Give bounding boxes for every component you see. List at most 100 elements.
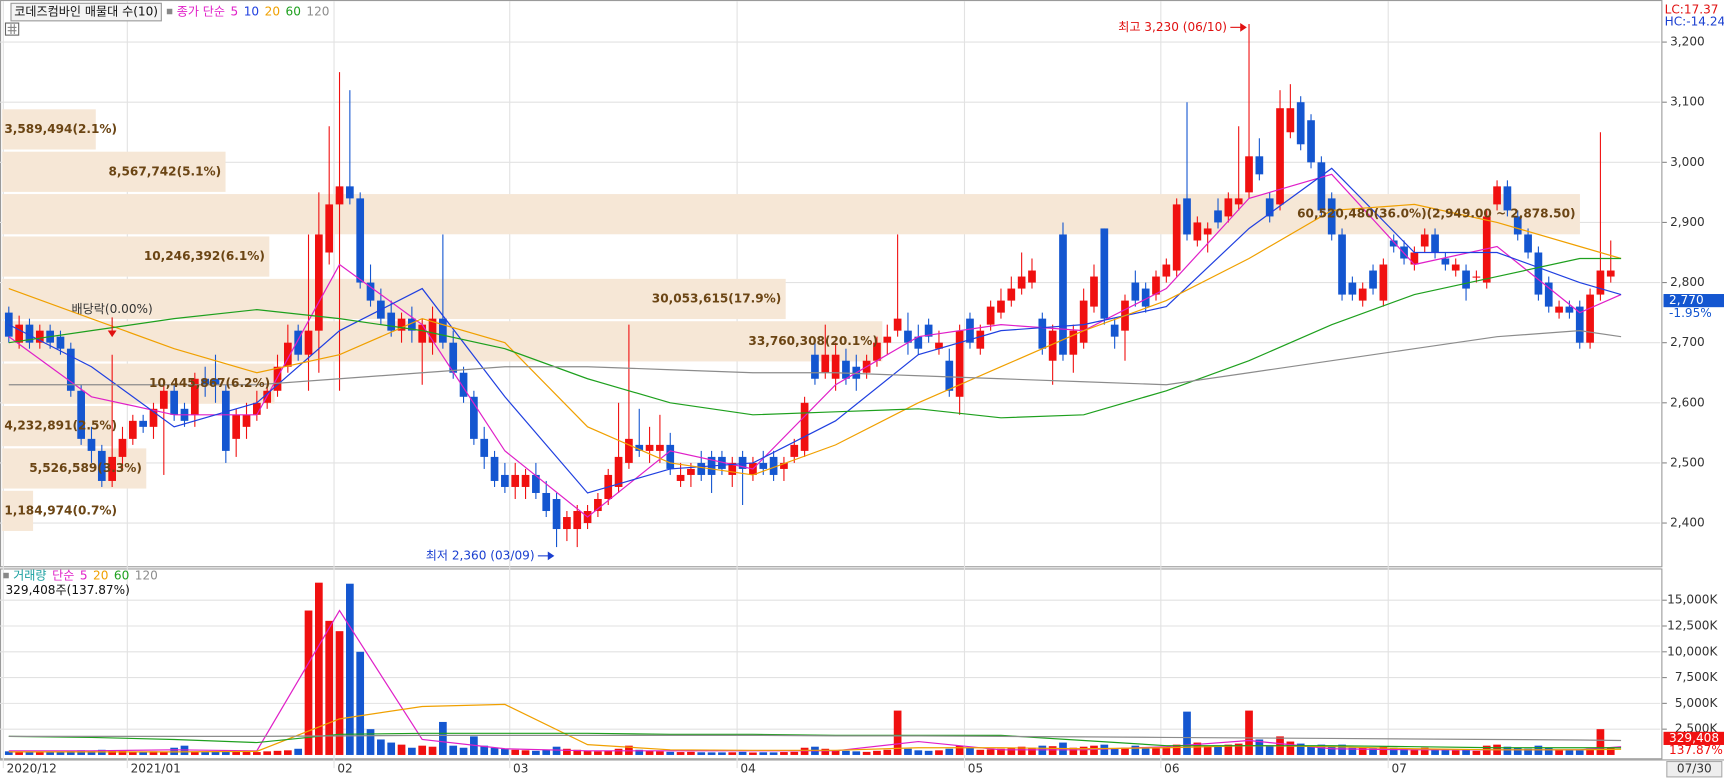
candle-body xyxy=(1265,198,1274,217)
volume-bar xyxy=(1555,749,1563,755)
candle-body xyxy=(1544,282,1553,307)
volume-bar xyxy=(273,750,282,755)
candle-body xyxy=(1586,294,1594,343)
last-volume: 329,408 xyxy=(1669,731,1719,745)
chart-title: 코데즈컴바인 매물대 수(10) xyxy=(14,5,158,19)
candle-body xyxy=(283,342,292,367)
legend-item: 10 xyxy=(244,5,259,19)
candle-body xyxy=(1203,228,1212,235)
legend-item: 60 xyxy=(286,5,301,19)
candle-body xyxy=(1410,252,1419,265)
volume-bar xyxy=(552,746,561,755)
x-tick-label: 06 xyxy=(1164,762,1179,776)
y-tick-label: 2,700 xyxy=(1670,335,1705,349)
hc-label: HC:-14.24 xyxy=(1665,14,1724,28)
candle-body xyxy=(315,234,323,331)
volume-bar xyxy=(697,752,706,755)
volume-bar xyxy=(418,745,427,755)
volume-bar xyxy=(356,651,365,755)
volume-bar xyxy=(1224,744,1233,755)
volume-profile-bar xyxy=(2,490,34,531)
candle-body xyxy=(325,204,334,253)
volume-bar xyxy=(935,750,943,755)
candle-body xyxy=(687,468,695,475)
candle-body xyxy=(294,330,303,355)
volume-bar xyxy=(1090,745,1098,755)
volume-bar xyxy=(976,749,985,755)
volume-panel-border xyxy=(0,568,1663,760)
candle-body xyxy=(738,456,747,469)
candle-body xyxy=(1296,102,1305,145)
annotation-arrowhead xyxy=(547,551,555,561)
price-change: -1.95% xyxy=(1669,306,1712,320)
candle-body xyxy=(635,444,644,451)
volume-bar xyxy=(1410,749,1419,755)
volume-bar xyxy=(893,710,902,755)
candle-body xyxy=(252,402,261,415)
legend-label: 종가 단순 xyxy=(177,5,225,19)
candle-body xyxy=(1183,198,1191,235)
volume-ma-line xyxy=(8,734,1622,742)
candle-body xyxy=(1317,162,1326,211)
x-tick-label: 03 xyxy=(513,762,528,776)
volume-bar xyxy=(749,752,757,755)
volume-bar xyxy=(304,610,313,755)
volume-profile-label: 3,589,494(2.1%) xyxy=(4,122,117,136)
volume-bar xyxy=(1317,744,1326,755)
volume-bar xyxy=(728,752,737,755)
volume-bar xyxy=(56,752,65,755)
price-box xyxy=(1663,294,1724,308)
volume-bar xyxy=(1296,743,1305,755)
candle-body xyxy=(935,342,943,349)
legend-item: 60 xyxy=(114,569,129,583)
candle-body xyxy=(1441,258,1450,265)
candle-body xyxy=(614,456,623,487)
volume-bar xyxy=(945,748,954,755)
volume-bar xyxy=(366,729,375,755)
volume-bar xyxy=(645,750,654,755)
volume-profile-bar xyxy=(2,151,226,192)
volume-bar xyxy=(966,747,974,755)
annotation-arrowhead xyxy=(1240,22,1247,32)
candle-body xyxy=(1110,324,1119,337)
volume-bar xyxy=(1017,746,1026,755)
candle-body xyxy=(769,456,778,475)
volume-profile-label: 1,184,974(0.7%) xyxy=(4,503,117,517)
candle-body xyxy=(1141,288,1150,307)
legend-item: 20 xyxy=(93,569,108,583)
volume-bar xyxy=(790,751,799,755)
candle-body xyxy=(759,462,768,469)
candle-body xyxy=(883,336,892,343)
candle-body xyxy=(1420,234,1429,247)
candle-body xyxy=(1152,276,1160,295)
candle-body xyxy=(1245,156,1253,193)
volume-bar xyxy=(1255,739,1264,755)
x-tick-label: 04 xyxy=(740,762,755,776)
candle-body xyxy=(428,318,437,343)
volume-bar xyxy=(25,752,34,755)
ma-line xyxy=(8,257,1622,419)
volume-bar xyxy=(1472,750,1481,755)
candle-body xyxy=(232,414,241,439)
volume-profile-bar xyxy=(2,236,270,277)
legend-item: 20 xyxy=(265,5,280,19)
annotation: 최저 2,360 (03/09) xyxy=(426,548,535,562)
volume-bar xyxy=(614,748,623,755)
volume-profile-label: 33,760,308(20.1%) xyxy=(748,334,877,348)
volume-bar xyxy=(1327,745,1336,755)
volume-bar xyxy=(656,751,664,755)
candle-body xyxy=(966,318,974,343)
ma-line xyxy=(8,173,1622,518)
volume-bar xyxy=(831,750,840,755)
y-tick-label: 5,000K xyxy=(1675,696,1719,710)
volume-bar xyxy=(821,748,830,755)
volume-bar xyxy=(583,750,592,755)
candle-body xyxy=(955,330,964,397)
volume-bar xyxy=(283,750,292,755)
candle-body xyxy=(656,444,664,451)
candle-body xyxy=(1028,270,1036,283)
volume-bar xyxy=(904,748,912,755)
candle-body xyxy=(1462,270,1470,289)
volume-bar xyxy=(149,751,158,755)
volume-bar xyxy=(1234,743,1243,755)
